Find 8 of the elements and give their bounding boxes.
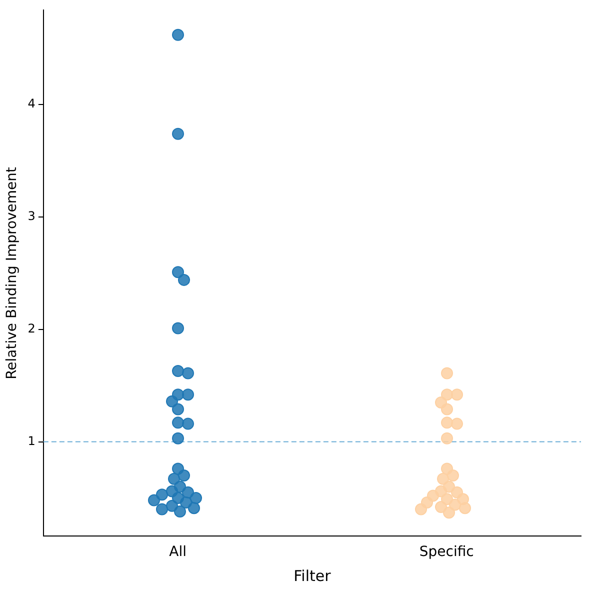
y-axis-title: Relative Binding Improvement <box>4 166 20 380</box>
y-tick-label: 1 <box>28 434 36 448</box>
x-axis-title: Filter <box>294 566 332 585</box>
y-tick-label: 3 <box>28 209 36 224</box>
y-tick-label: 4 <box>28 96 36 111</box>
x-tick-label: All <box>169 544 187 560</box>
x-tick-label: Specific <box>419 544 474 560</box>
y-tick-label: 2 <box>28 322 36 336</box>
